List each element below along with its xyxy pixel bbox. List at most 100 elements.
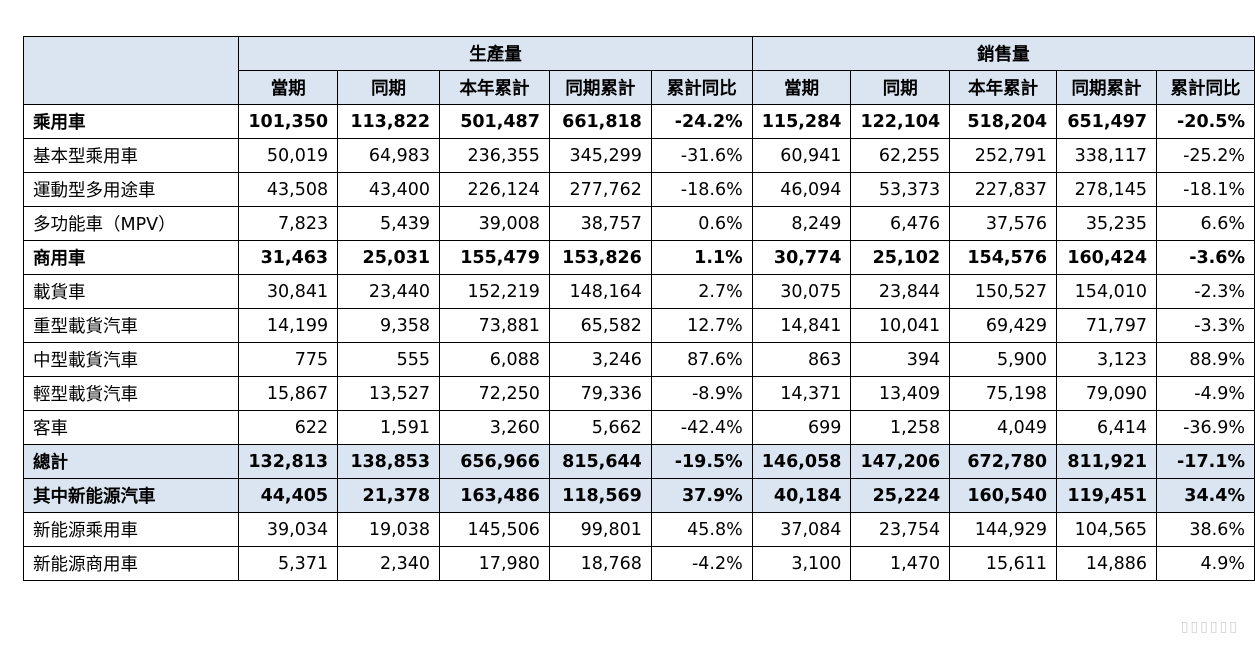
table-cell: 25,224: [850, 478, 951, 513]
table-cell: 65,582: [548, 308, 652, 343]
table-cell: 5,439: [337, 206, 441, 241]
column-header: 同期累計: [1056, 70, 1158, 105]
row-label: 總計: [22, 444, 240, 479]
table-cell: 661,818: [548, 104, 652, 139]
table-cell: 60,941: [751, 138, 852, 173]
table-cell: -42.4%: [650, 410, 753, 445]
table-cell: 17,980: [439, 546, 550, 581]
table-cell: 46,094: [751, 172, 852, 207]
table-cell: 6,088: [439, 342, 550, 377]
table-cell: 501,487: [439, 104, 550, 139]
table-cell: 0.6%: [650, 206, 753, 241]
table-cell: -2.3%: [1156, 274, 1255, 309]
table-row: 多功能車（MPV） 7,823 5,439 39,008 38,757 0.6% 8,249…: [22, 206, 1255, 241]
table-cell: 672,780: [949, 444, 1058, 479]
table-cell: -18.6%: [650, 172, 753, 207]
row-label: 商用車: [22, 240, 240, 275]
table-cell: 14,199: [238, 308, 339, 343]
table-cell: -17.1%: [1156, 444, 1255, 479]
table-cell: -20.5%: [1156, 104, 1255, 139]
table-cell: 39,008: [439, 206, 550, 241]
table-cell: 122,104: [850, 104, 951, 139]
table-cell: -18.1%: [1156, 172, 1255, 207]
table-cell: 518,204: [949, 104, 1058, 139]
table-row: 基本型乘用車 50,019 64,983 236,355 345,299 -31.6% 60…: [22, 138, 1255, 173]
table-cell: 1.1%: [650, 240, 753, 275]
table-cell: 277,762: [548, 172, 652, 207]
table-cell: 44,405: [238, 478, 339, 513]
table-cell: -3.6%: [1156, 240, 1255, 275]
table-cell: 863: [751, 342, 852, 377]
table-row: 新能源商用車 5,371 2,340 17,980 18,768 -4.2% 3,100 1,…: [22, 546, 1255, 581]
table-cell: 345,299: [548, 138, 652, 173]
table-cell: 9,358: [337, 308, 441, 343]
row-label: 客車: [22, 410, 240, 445]
header-corner: [22, 36, 240, 105]
table-cell: 23,844: [850, 274, 951, 309]
table-cell: 1,591: [337, 410, 441, 445]
table-cell: 226,124: [439, 172, 550, 207]
table-row: 客車 622 1,591 3,260 5,662 -42.4% 699 1,258 4,049 6…: [22, 410, 1255, 445]
table-cell: 5,371: [238, 546, 339, 581]
table-cell: 50,019: [238, 138, 339, 173]
header-columns-row: 當期 同期 本年累計 同期累計 累計同比 當期 同期 本年累計 同期累計 累計同…: [24, 70, 1255, 105]
table-cell: 338,117: [1056, 138, 1158, 173]
table-cell: 34.4%: [1156, 478, 1255, 513]
table-cell: 775: [238, 342, 339, 377]
table-cell: 160,424: [1056, 240, 1158, 275]
table-cell: 699: [751, 410, 852, 445]
table-row: 總計 132,813 138,853 656,966 815,644 -19.5% 146,…: [22, 444, 1255, 479]
row-label: 新能源商用車: [22, 546, 240, 581]
table-cell: 13,527: [337, 376, 441, 411]
table-cell: 6,476: [850, 206, 951, 241]
table-cell: 153,826: [548, 240, 652, 275]
table-cell: -19.5%: [650, 444, 753, 479]
column-header: 同期: [850, 70, 951, 105]
table-cell: 13,409: [850, 376, 951, 411]
table-cell: 72,250: [439, 376, 550, 411]
table-cell: 3,100: [751, 546, 852, 581]
row-label: 多功能車（MPV）: [22, 206, 240, 241]
table-cell: 5,662: [548, 410, 652, 445]
table-cell: -25.2%: [1156, 138, 1255, 173]
table-cell: 25,031: [337, 240, 441, 275]
table-cell: 14,841: [751, 308, 852, 343]
table-cell: 88.9%: [1156, 342, 1255, 377]
table-cell: 144,929: [949, 512, 1058, 547]
watermark-logo: ▯▯▯▯▯▯: [1180, 619, 1239, 635]
table-cell: 7,823: [238, 206, 339, 241]
table-cell: 43,400: [337, 172, 441, 207]
table-cell: 811,921: [1056, 444, 1158, 479]
table-cell: 62,255: [850, 138, 951, 173]
row-label: 運動型多用途車: [22, 172, 240, 207]
table-cell: 53,373: [850, 172, 951, 207]
row-label: 基本型乘用車: [22, 138, 240, 173]
table-cell: -3.3%: [1156, 308, 1255, 343]
table-cell: 4.9%: [1156, 546, 1255, 581]
table-row: 中型載貨汽車 775 555 6,088 3,246 87.6% 863 394 5,900 3,…: [22, 342, 1255, 377]
table-cell: 138,853: [337, 444, 441, 479]
table-cell: 148,164: [548, 274, 652, 309]
table-row: 商用車 31,463 25,031 155,479 153,826 1.1% 30,774 2…: [22, 240, 1255, 275]
table-cell: 19,038: [337, 512, 441, 547]
production-sales-table: 生產量 銷售量 當期 同期 本年累計 同期累計 累計同比 當期 同期 本年累計 …: [22, 36, 1255, 581]
table-cell: 152,219: [439, 274, 550, 309]
table-cell: 31,463: [238, 240, 339, 275]
table-cell: 394: [850, 342, 951, 377]
table-cell: 14,886: [1056, 546, 1158, 581]
table-cell: 69,429: [949, 308, 1058, 343]
column-header: 當期: [751, 70, 852, 105]
table-cell: 147,206: [850, 444, 951, 479]
row-label: 中型載貨汽車: [22, 342, 240, 377]
table-cell: 30,841: [238, 274, 339, 309]
table-cell: 45.8%: [650, 512, 753, 547]
table-cell: 6,414: [1056, 410, 1158, 445]
column-header: 累計同比: [1156, 70, 1255, 105]
table-cell: 30,774: [751, 240, 852, 275]
row-label: 輕型載貨汽車: [22, 376, 240, 411]
table-cell: 1,258: [850, 410, 951, 445]
table-cell: 15,611: [949, 546, 1058, 581]
table-cell: 6.6%: [1156, 206, 1255, 241]
table-cell: 155,479: [439, 240, 550, 275]
table-row: 重型載貨汽車 14,199 9,358 73,881 65,582 12.7% 14,841…: [22, 308, 1255, 343]
